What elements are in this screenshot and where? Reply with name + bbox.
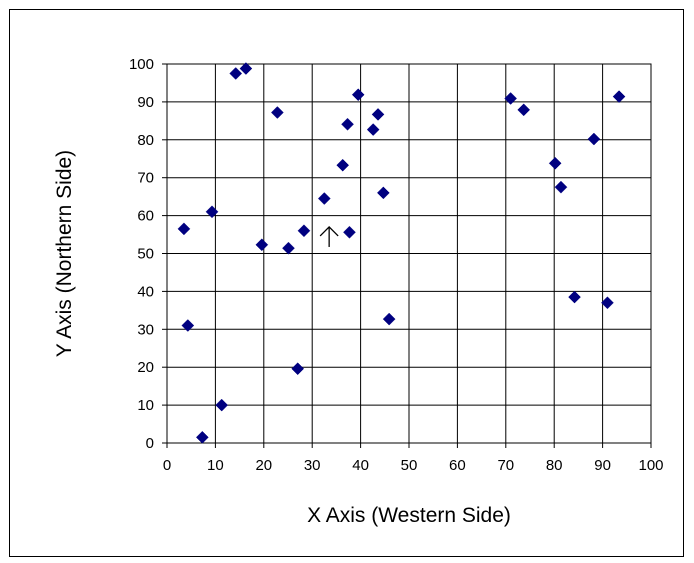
y-tick-label: 90 <box>137 94 154 111</box>
data-point <box>376 186 390 200</box>
grid-lines <box>162 63 652 448</box>
x-tick-label: 80 <box>546 457 563 474</box>
x-tick-labels: 0 10 20 30 40 50 60 70 80 90 100 <box>163 457 664 474</box>
x-tick-label: 60 <box>449 457 466 474</box>
y-tick-label: 30 <box>137 321 154 338</box>
data-point <box>366 123 380 136</box>
y-axis-title: Y Axis (Northern Side) <box>53 150 76 357</box>
data-point <box>195 430 209 444</box>
y-tick-label: 40 <box>137 283 154 300</box>
x-tick-label: 40 <box>352 457 369 474</box>
data-point <box>317 192 331 205</box>
data-point <box>177 222 191 236</box>
y-tick-label: 10 <box>137 397 154 414</box>
data-point <box>382 312 396 326</box>
x-tick-label: 100 <box>638 457 663 474</box>
data-points <box>177 62 626 444</box>
y-tick-label: 60 <box>137 208 154 225</box>
data-point <box>548 156 562 170</box>
data-point <box>612 90 626 103</box>
data-point <box>517 103 531 117</box>
y-tick-label: 0 <box>146 435 154 452</box>
data-point <box>341 117 354 131</box>
data-point <box>282 241 295 255</box>
data-point <box>601 296 614 310</box>
y-tick-label: 50 <box>137 246 154 263</box>
x-tick-label: 90 <box>594 457 611 474</box>
x-tick-label: 20 <box>255 457 272 474</box>
data-point <box>239 62 253 75</box>
x-tick-label: 50 <box>401 457 418 474</box>
plot-area <box>166 63 652 444</box>
y-tick-labels: 0 10 20 30 40 50 60 70 80 90 100 <box>129 56 154 452</box>
data-point <box>291 362 305 376</box>
data-point <box>351 88 365 102</box>
y-tick-label: 20 <box>137 359 154 376</box>
data-point <box>343 225 356 239</box>
data-point <box>568 290 581 304</box>
x-tick-label: 0 <box>163 457 171 474</box>
y-tick-label: 80 <box>137 132 154 149</box>
data-point <box>297 224 311 238</box>
data-point <box>205 205 219 219</box>
x-tick-label: 10 <box>207 457 224 474</box>
data-point <box>255 238 269 252</box>
y-tick-label: 70 <box>137 170 154 187</box>
data-point <box>336 158 350 172</box>
data-point <box>371 108 385 121</box>
data-point <box>181 319 195 332</box>
x-axis-title: X Axis (Western Side) <box>307 504 511 527</box>
data-point <box>215 398 229 412</box>
arrow-annotation <box>319 226 339 247</box>
y-tick-label: 100 <box>129 56 154 73</box>
annotation <box>319 226 339 247</box>
data-point <box>270 106 284 119</box>
data-point <box>504 92 517 105</box>
x-tick-label: 70 <box>497 457 514 474</box>
x-tick-label: 30 <box>304 457 321 474</box>
data-point <box>229 67 243 80</box>
data-point <box>554 180 568 194</box>
data-point <box>587 132 601 146</box>
chart-frame <box>9 9 684 557</box>
